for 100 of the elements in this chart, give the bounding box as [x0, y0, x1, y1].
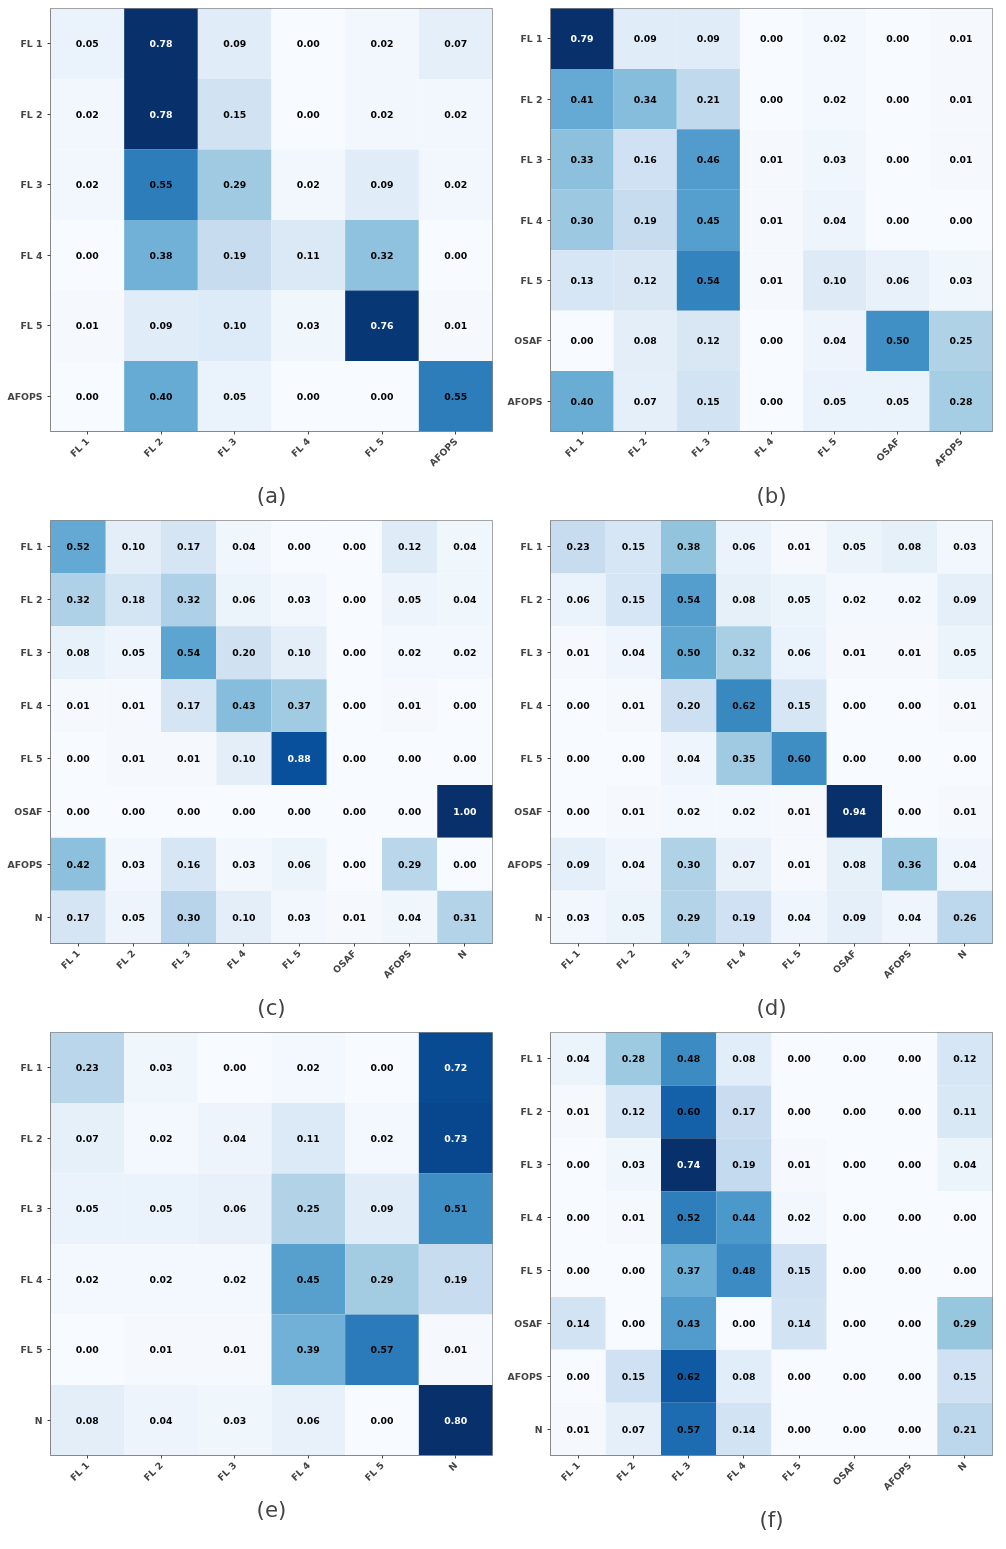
x-tick-label: FL 4 — [288, 1459, 313, 1483]
data-label: 0.16 — [633, 154, 657, 166]
data-label: 0.02 — [75, 179, 99, 191]
y-tick-label: OSAF — [14, 805, 43, 817]
y-tick-label: FL 2 — [520, 1106, 543, 1118]
data-label: 0.02 — [75, 108, 99, 120]
y-tick-label: OSAF — [514, 335, 543, 347]
data-label: 0.26 — [953, 911, 977, 923]
data-label: 0.11 — [953, 1106, 977, 1118]
data-label: 0.00 — [732, 1317, 756, 1329]
x-tick-label: FL 5 — [279, 947, 304, 971]
y-tick-label: FL 3 — [20, 647, 43, 659]
data-label: 0.55 — [444, 390, 468, 402]
data-label: 0.05 — [121, 647, 145, 659]
y-tick-label: FL 2 — [20, 1132, 43, 1144]
data-label: 0.03 — [296, 320, 320, 332]
data-label: 0.03 — [232, 858, 256, 870]
data-label: 0.50 — [886, 335, 910, 347]
data-label: 0.10 — [287, 647, 312, 659]
data-label: 0.02 — [370, 38, 394, 50]
x-tick-label: FL 1 — [58, 947, 83, 971]
data-label: 0.00 — [886, 93, 910, 105]
data-label: 0.07 — [75, 1132, 99, 1144]
data-label: 0.38 — [149, 249, 173, 261]
data-label: 0.04 — [149, 1414, 174, 1426]
y-tick-label: FL 5 — [20, 1344, 43, 1356]
data-label: 0.00 — [898, 1370, 922, 1382]
y-tick-label: FL 1 — [520, 1053, 543, 1065]
data-label: 0.00 — [570, 335, 595, 347]
data-label: 0.00 — [444, 249, 468, 261]
data-label: 0.23 — [75, 1062, 99, 1074]
y-tick-label: N — [534, 1423, 543, 1435]
data-label: 0.21 — [953, 1423, 977, 1435]
data-label: 0.04 — [566, 1053, 591, 1065]
data-label: 0.07 — [633, 395, 657, 407]
data-label: 0.00 — [759, 395, 784, 407]
data-label: 0.00 — [787, 1370, 812, 1382]
data-label: 0.05 — [223, 390, 247, 402]
y-tick-label: FL 5 — [20, 752, 43, 764]
data-label: 0.62 — [732, 700, 756, 712]
data-label: 0.25 — [296, 1203, 320, 1215]
data-label: 0.00 — [566, 1370, 591, 1382]
data-label: 0.09 — [696, 33, 720, 45]
data-label: 0.09 — [223, 38, 247, 50]
data-label: 0.01 — [621, 805, 645, 817]
y-tick-label: FL 2 — [20, 594, 43, 606]
data-label: 0.02 — [677, 805, 701, 817]
y-tick-label: OSAF — [514, 805, 543, 817]
data-label: 0.15 — [787, 700, 811, 712]
x-tick-label: N — [446, 1459, 460, 1473]
y-tick-label: FL 4 — [520, 1212, 544, 1224]
data-label: 0.00 — [342, 647, 367, 659]
data-label: 0.05 — [842, 541, 866, 553]
data-label: 0.52 — [677, 1212, 701, 1224]
x-tick-label: FL 3 — [688, 435, 713, 459]
data-label: 0.45 — [296, 1273, 320, 1285]
data-label: 0.32 — [732, 647, 756, 659]
y-tick-label: FL 3 — [520, 1159, 543, 1171]
data-label: 0.03 — [149, 1062, 173, 1074]
data-label: 0.38 — [677, 541, 701, 553]
data-label: 0.06 — [296, 1414, 320, 1426]
data-label: 0.29 — [953, 1317, 977, 1329]
data-label: 0.32 — [370, 249, 394, 261]
data-label: 0.19 — [444, 1273, 468, 1285]
x-tick-label: FL 4 — [752, 435, 776, 459]
data-label: 0.04 — [823, 214, 847, 226]
x-tick-label: FL 2 — [141, 435, 165, 459]
data-label: 0.34 — [633, 93, 658, 105]
data-label: 0.00 — [296, 390, 321, 402]
data-label: 0.05 — [398, 594, 422, 606]
data-label: 0.04 — [953, 1159, 977, 1171]
data-label: 0.07 — [621, 1423, 645, 1435]
data-label: 0.40 — [149, 390, 174, 402]
data-label: 0.48 — [732, 1264, 756, 1276]
y-tick-label: FL 4 — [20, 700, 44, 712]
data-label: 0.12 — [696, 335, 720, 347]
data-label: 0.06 — [566, 594, 590, 606]
data-label: 0.02 — [370, 108, 394, 120]
data-label: 0.17 — [732, 1106, 756, 1118]
data-label: 0.00 — [370, 1414, 395, 1426]
data-label: 0.05 — [953, 647, 977, 659]
data-label: 0.45 — [696, 214, 720, 226]
data-label: 1.00 — [453, 805, 477, 817]
data-label: 0.08 — [75, 1414, 99, 1426]
data-label: 0.04 — [677, 752, 701, 764]
data-label: 0.00 — [953, 752, 977, 764]
data-label: 0.01 — [66, 700, 90, 712]
data-label: 0.74 — [677, 1159, 701, 1171]
data-label: 0.03 — [953, 541, 977, 553]
data-label: 0.00 — [886, 154, 910, 166]
data-label: 0.02 — [75, 1273, 99, 1285]
data-label: 0.05 — [787, 594, 811, 606]
data-label: 0.04 — [232, 541, 256, 553]
data-label: 0.00 — [370, 390, 395, 402]
data-label: 0.00 — [759, 33, 784, 45]
data-label: 0.01 — [621, 700, 645, 712]
data-label: 0.04 — [453, 541, 477, 553]
data-label: 0.42 — [66, 858, 90, 870]
y-tick-label: FL 2 — [20, 108, 43, 120]
x-tick-label: FL 3 — [669, 1459, 693, 1483]
